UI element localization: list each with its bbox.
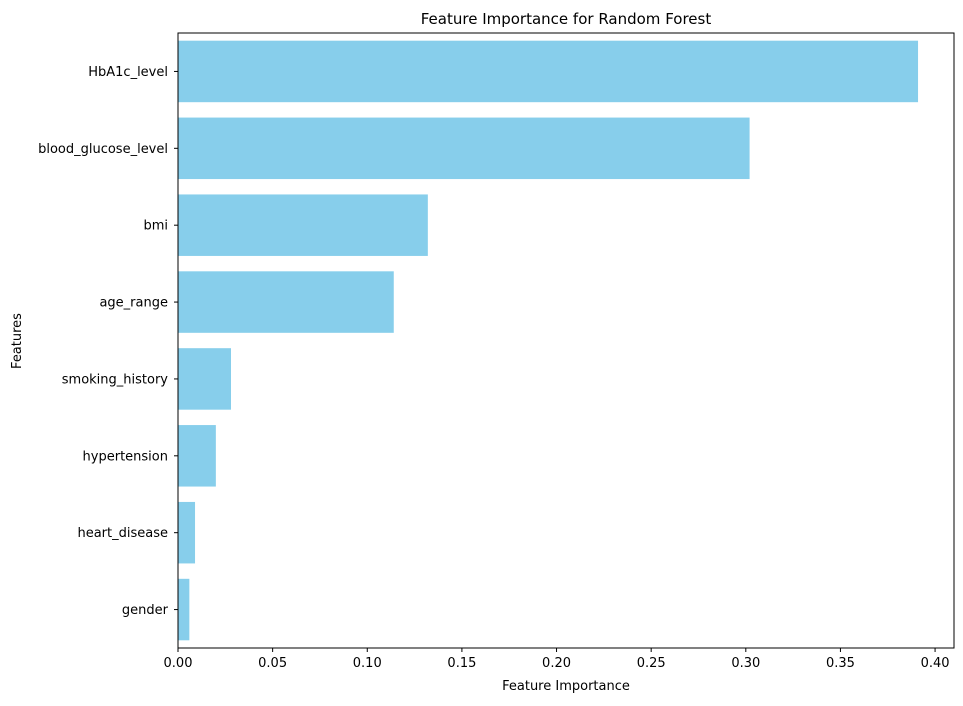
chart-title: Feature Importance for Random Forest — [421, 10, 712, 28]
x-tick-label: 0.25 — [637, 656, 666, 671]
x-tick-label: 0.10 — [353, 656, 382, 671]
bar-smoking_history — [178, 348, 231, 410]
bar-blood_glucose_level — [178, 117, 750, 180]
x-axis-title: Feature Importance — [502, 679, 630, 694]
x-tick-label: 0.05 — [258, 656, 287, 671]
x-tick-label: 0.30 — [731, 656, 760, 671]
y-tick-label: blood_glucose_level — [38, 142, 168, 157]
bar-age_range — [178, 271, 394, 333]
plot-frame — [177, 32, 955, 649]
x-tick-label: 0.15 — [447, 656, 476, 671]
x-tick-label: 0.35 — [826, 656, 855, 671]
y-tick-label: HbA1c_level — [88, 65, 168, 80]
y-axis-title: Features — [10, 313, 25, 369]
bars-layer — [178, 40, 919, 641]
x-axis: 0.00 0.05 0.10 0.15 0.20 0.25 0.30 0.35 0.40 — [164, 648, 950, 671]
y-tick-label: gender — [122, 603, 169, 618]
x-tick-label: 0.00 — [164, 656, 193, 671]
x-tick-label: 0.20 — [542, 656, 571, 671]
bar-bmi — [178, 194, 428, 256]
bar-HbA1c_level — [178, 40, 919, 103]
y-tick-label: bmi — [143, 219, 168, 234]
x-tick-label: 0.40 — [921, 656, 950, 671]
y-tick-label: smoking_history — [62, 372, 169, 387]
y-tick-label: heart_disease — [77, 526, 168, 541]
y-tick-label: hypertension — [83, 449, 168, 464]
bar-gender — [178, 578, 190, 641]
bar-heart_disease — [178, 501, 196, 564]
y-tick-label: age_range — [99, 296, 168, 311]
bar-hypertension — [178, 425, 216, 487]
